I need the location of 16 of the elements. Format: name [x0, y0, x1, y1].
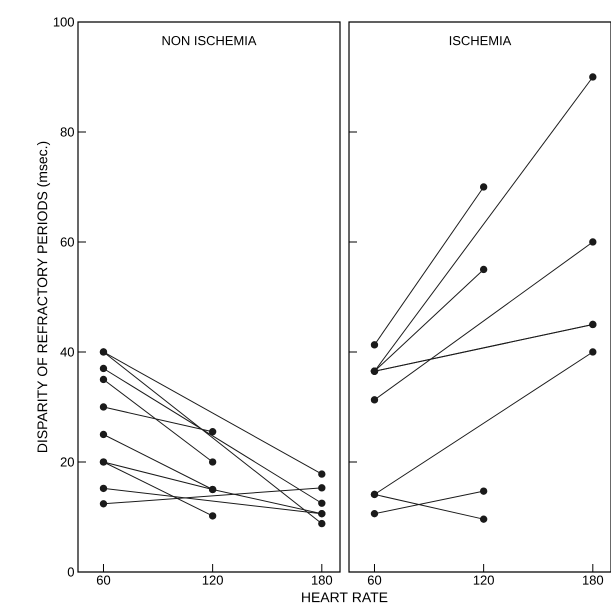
y-tick-label: 40: [60, 347, 74, 357]
text: ISCHEMIA: [450, 36, 512, 46]
y-axis-title: DISPARITY OF REFRACTORY PERIODS (msec.): [37, 142, 50, 452]
x-tick-label: 120: [202, 576, 223, 585]
y-tick-label: 20: [60, 457, 74, 467]
x-tick-label: 180: [312, 576, 332, 585]
y-tick-label: 0: [68, 567, 74, 577]
y-tick-label: 60: [60, 237, 74, 247]
y-tick-label: 80: [60, 127, 74, 137]
x-tick-label: 60: [96, 576, 110, 585]
y-tick-label: 100: [54, 17, 74, 27]
x-tick-label: 120: [474, 576, 494, 585]
text: NON ISCHEMIA: [162, 36, 256, 46]
x-tick-label: 180: [582, 576, 604, 585]
x-axis-title: HEART RATE: [302, 592, 388, 602]
x-tick-label: 60: [368, 576, 382, 585]
